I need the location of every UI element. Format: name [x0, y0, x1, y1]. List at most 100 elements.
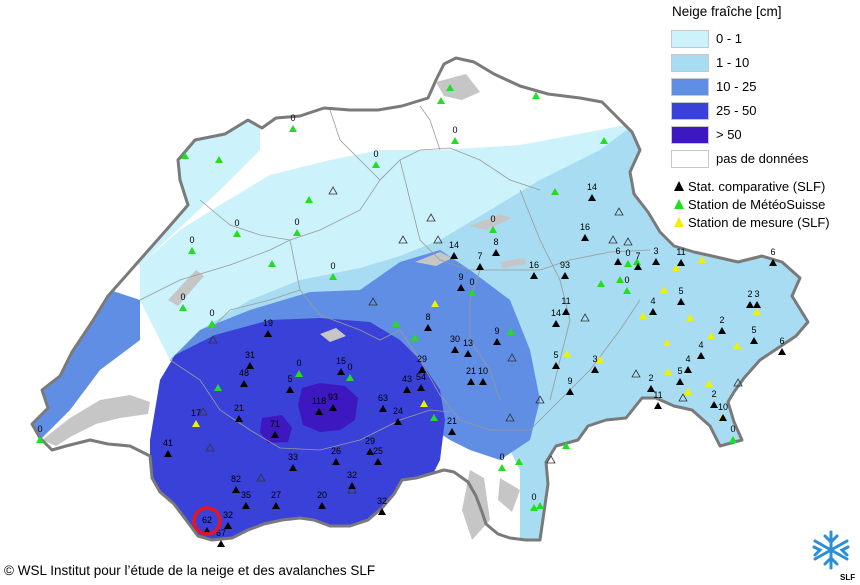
station-marker: 2: [647, 373, 655, 392]
legend-label: pas de données: [716, 151, 809, 166]
station-triangle-icon: [580, 313, 590, 322]
station-value: 7: [635, 251, 640, 261]
station-triangle-icon: [347, 485, 357, 494]
station-marker: 0: [295, 358, 303, 377]
station-value: 0: [490, 214, 495, 224]
station-value: 33: [288, 452, 298, 462]
station-marker: 63: [378, 393, 388, 412]
station-triangle-icon: [515, 458, 523, 465]
station-value: 27: [271, 490, 281, 500]
station-triangle-icon: [507, 353, 517, 362]
station-marker: 16: [529, 260, 539, 279]
station-marker: 21: [466, 366, 476, 385]
station-marker: 9: [493, 326, 501, 345]
snow-class-over-50-area: [298, 383, 358, 432]
station-value: 30: [450, 334, 460, 344]
station-triangle-icon: [450, 252, 458, 259]
triangle-icon: [674, 217, 684, 227]
station-triangle-icon: [563, 350, 571, 357]
station-marker: 7: [476, 251, 484, 270]
station-value: 32: [347, 470, 357, 480]
station-triangle-icon: [430, 414, 438, 421]
station-marker: 16: [580, 222, 590, 241]
station-value: 0: [469, 277, 474, 287]
station-triangle-icon: [328, 186, 338, 195]
station-triangle-icon: [315, 408, 323, 415]
station-value: 26: [331, 446, 341, 456]
lake-thun: [320, 328, 346, 342]
station-marker: 0: [293, 217, 301, 236]
station-marker: 5: [552, 350, 560, 369]
highlight-circle: [192, 506, 222, 536]
slf-snowflake-logo-icon: SLF: [812, 530, 855, 582]
station-marker: 8: [424, 312, 432, 331]
station-value: 11: [676, 247, 685, 257]
legend-class-0-1: 0 - 1: [668, 29, 858, 53]
station-marker: 0: [498, 452, 506, 471]
legend-class-10-25: 10 - 25: [668, 77, 858, 101]
station-value: 8: [425, 312, 430, 322]
station-marker: 0: [346, 362, 354, 381]
station-value: 0: [499, 452, 504, 462]
legend-label: 25 - 50: [716, 103, 757, 118]
station-triangle-icon: [305, 196, 313, 203]
station-triangle-icon: [418, 366, 426, 373]
station-triangle-icon: [649, 308, 657, 315]
station-triangle-icon: [368, 297, 378, 306]
station-marker: 8: [492, 237, 500, 256]
station-value: 20: [317, 490, 327, 500]
station-marker: 0: [36, 424, 44, 443]
station-triangle-icon: [424, 324, 432, 331]
station-triangle-icon: [746, 301, 754, 308]
station-triangle-icon: [676, 378, 684, 385]
station-triangle-icon: [566, 388, 574, 395]
station-value: 3: [592, 354, 597, 364]
station-triangle-icon: [698, 256, 706, 263]
station-value: 3: [754, 289, 759, 299]
station-triangle-icon: [631, 369, 641, 378]
station-triangle-icon: [451, 137, 459, 144]
station-triangle-icon: [448, 428, 456, 435]
station-value: 9: [567, 376, 572, 386]
station-triangle-icon: [479, 378, 487, 385]
station-value: 25: [373, 446, 383, 456]
station-value: 0: [624, 275, 629, 285]
station-value: 82: [231, 474, 241, 484]
station-triangle-icon: [233, 230, 241, 237]
station-value: 0: [290, 113, 295, 123]
lake-zurich: [470, 214, 512, 230]
station-marker: 93: [560, 260, 570, 279]
station-triangle-icon: [235, 415, 243, 422]
station-triangle-icon: [677, 298, 685, 305]
station-triangle-icon: [697, 352, 705, 359]
copyright-credit: © WSL Institut pour l’étude de la neige …: [4, 563, 376, 578]
canton-borders: [139, 105, 651, 451]
lake-constance: [436, 74, 480, 100]
station-triangle-icon: [660, 286, 668, 293]
station-triangle-icon: [348, 482, 356, 489]
station-triangle-icon: [457, 284, 465, 291]
station-triangle-icon: [489, 226, 497, 233]
station-marker: 0: [208, 308, 216, 327]
station-marker: 0: [233, 218, 241, 237]
station-value: 11: [653, 390, 662, 400]
station-triangle-icon: [392, 320, 400, 327]
station-value: 32: [223, 510, 233, 520]
station-marker: 82: [231, 474, 241, 493]
station-marker: 5: [677, 286, 685, 305]
station-marker: 17: [191, 408, 201, 427]
station-marker: 32: [223, 510, 233, 529]
station-triangle-icon: [686, 314, 694, 321]
station-marker: 11: [561, 296, 571, 315]
station-value: 54: [416, 372, 426, 382]
station-triangle-icon: [426, 213, 436, 222]
station-value: 41: [163, 438, 173, 448]
station-triangle-icon: [468, 289, 476, 296]
station-value: 6: [779, 336, 784, 346]
station-marker: 5: [676, 366, 684, 385]
station-triangle-icon: [256, 473, 266, 482]
station-value: 9: [494, 326, 499, 336]
station-value: 0: [347, 362, 352, 372]
station-triangle-icon: [467, 378, 475, 385]
